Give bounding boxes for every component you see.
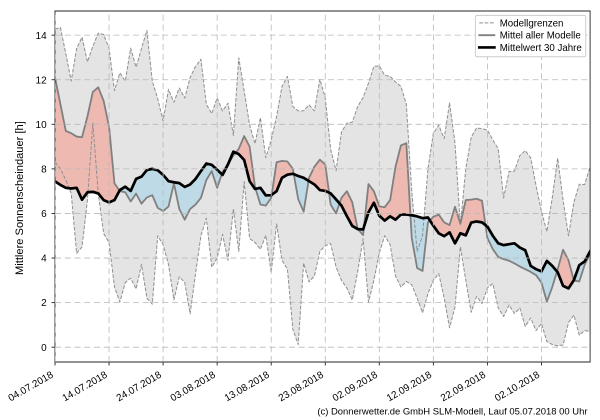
svg-text:14: 14 [36, 31, 48, 42]
svg-text:8: 8 [41, 165, 47, 176]
svg-text:6: 6 [41, 209, 47, 220]
svg-text:(c) Donnerwetter.de GmbH SLM-M: (c) Donnerwetter.de GmbH SLM-Modell, Lau… [317, 407, 587, 418]
svg-text:0: 0 [41, 343, 47, 354]
svg-text:Modellgrenzen: Modellgrenzen [500, 18, 564, 29]
svg-text:Mittelwert 30 Jahre: Mittelwert 30 Jahre [500, 43, 582, 54]
svg-text:10: 10 [36, 120, 48, 131]
svg-text:2: 2 [41, 298, 47, 309]
svg-text:Mittel aller Modelle: Mittel aller Modelle [500, 31, 581, 42]
svg-text:4: 4 [41, 254, 47, 265]
svg-text:12: 12 [36, 75, 48, 86]
svg-text:Mittlere Sonnenscheindauer [h]: Mittlere Sonnenscheindauer [h] [14, 121, 26, 275]
